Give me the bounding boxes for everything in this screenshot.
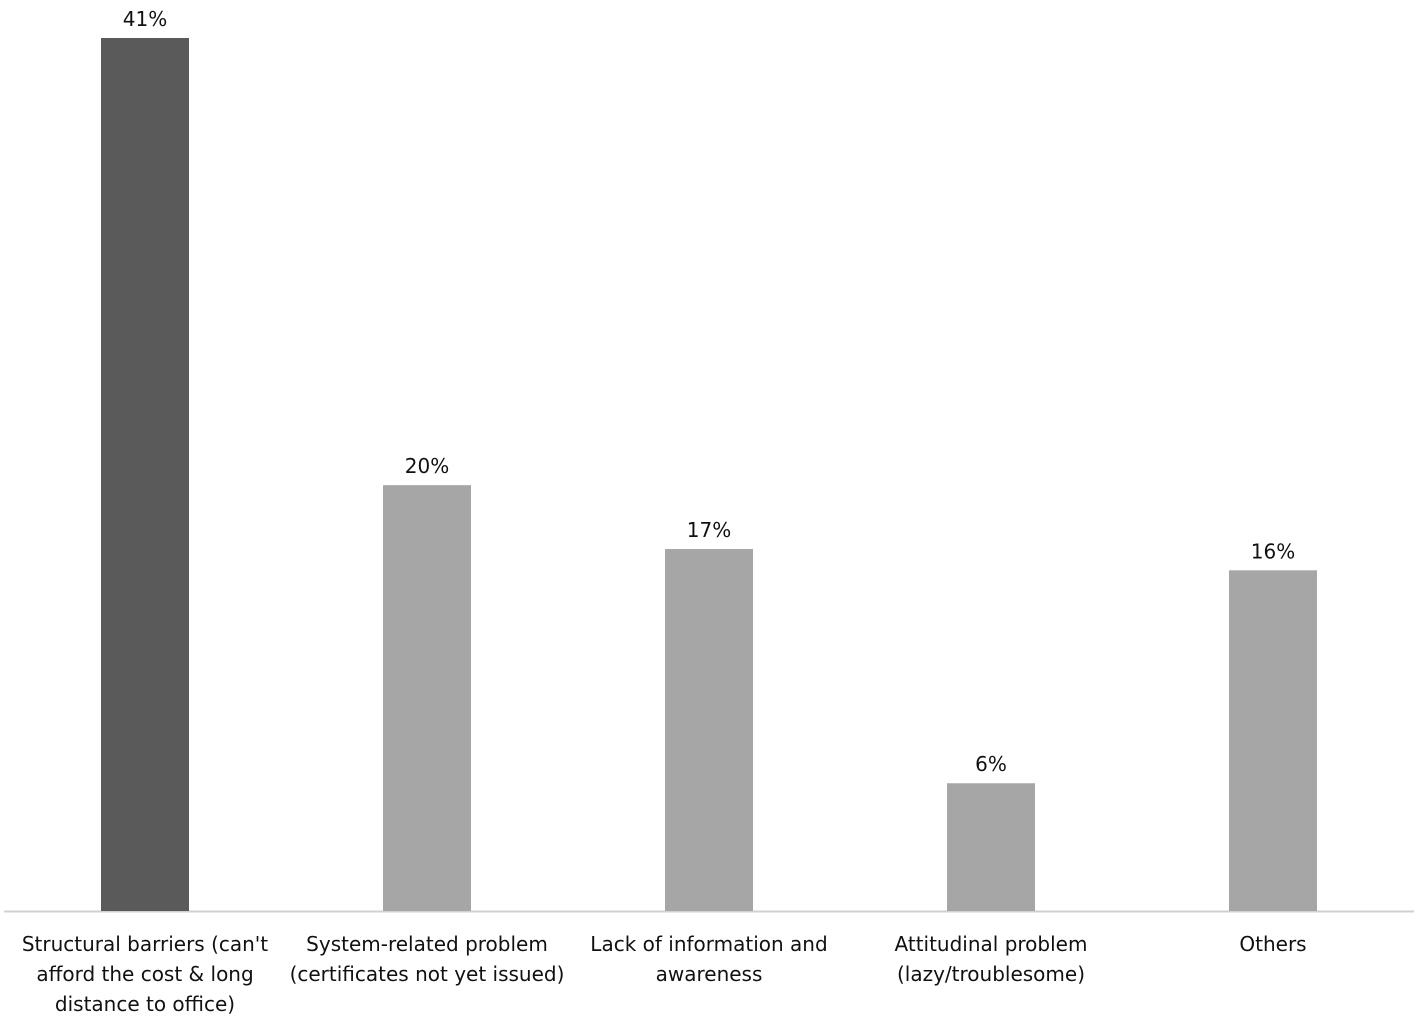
category-label-2-line-1: System-related problem [306,932,548,956]
data-label-1: 41% [123,7,167,31]
bar-4 [947,783,1035,911]
category-label-1: Structural barriers (can't afford the cos… [22,932,268,1016]
category-label-3-line-2: awareness [656,962,763,986]
value-labels-group: 41% 20% 17% 6% 16% [123,7,1295,776]
bar-2 [383,485,471,911]
category-label-1-line-1: Structural barriers (can't [22,932,268,956]
category-label-5-line-1: Others [1239,932,1306,956]
category-label-2-line-2: (certificates not yet issued) [290,962,565,986]
bar-1 [101,38,189,911]
category-label-3: Lack of information and awareness [590,932,827,986]
bar-5 [1229,570,1317,911]
category-label-3-line-1: Lack of information and [590,932,827,956]
data-label-5: 16% [1251,539,1295,563]
category-label-4-line-2: (lazy/troublesome) [897,962,1085,986]
category-label-1-line-2: afford the cost & long [36,962,253,986]
category-label-5: Others [1239,932,1306,956]
category-label-1-line-3: distance to office) [55,992,235,1016]
category-labels-group: Structural barriers (can't afford the cos… [22,932,1307,1016]
category-label-4: Attitudinal problem (lazy/troublesome) [895,932,1088,986]
category-label-2: System-related problem (certificates not … [290,932,565,986]
data-label-3: 17% [687,518,731,542]
bars-group [101,38,1317,911]
bar-3 [665,549,753,911]
data-label-4: 6% [975,752,1007,776]
data-label-2: 20% [405,454,449,478]
category-label-4-line-1: Attitudinal problem [895,932,1088,956]
